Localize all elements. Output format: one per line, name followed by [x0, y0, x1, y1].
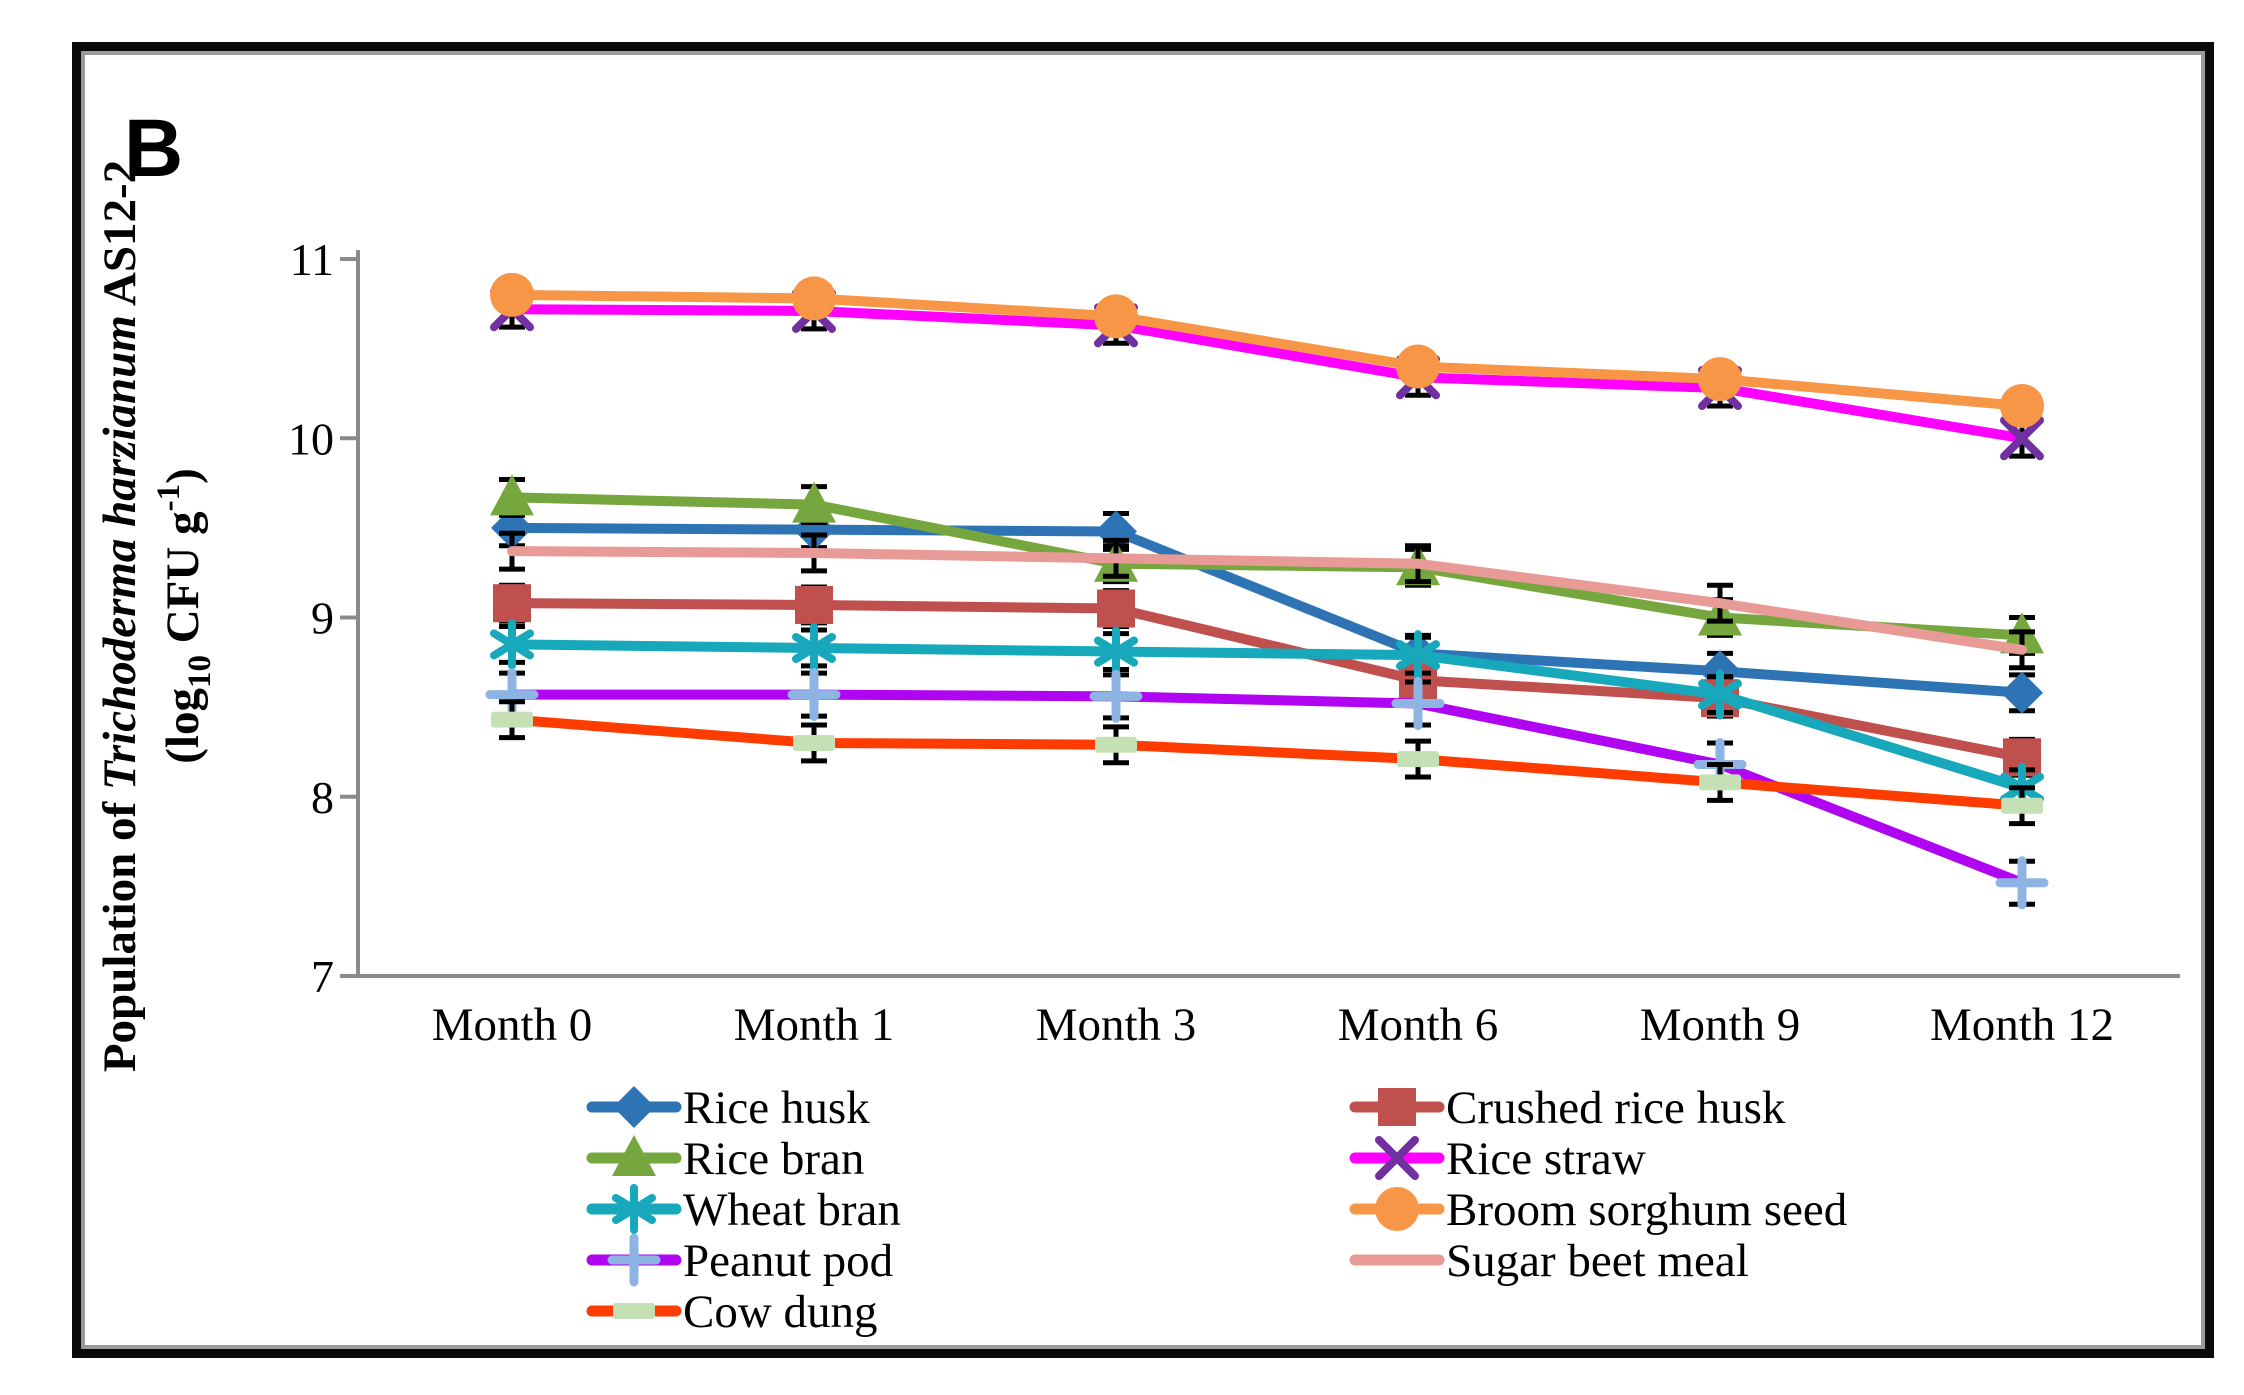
- x-tick-label: Month 12: [1930, 999, 2114, 1051]
- y-axis-unit-open: (log: [157, 688, 209, 764]
- y-tick-label: 8: [311, 772, 334, 823]
- legend-item-cow-dung: Cow dung: [586, 1286, 878, 1338]
- square-marker: [795, 585, 833, 624]
- series-line: [507, 639, 2027, 793]
- dash-marker: [1699, 774, 1741, 791]
- diamond-marker: [2001, 671, 2043, 714]
- circle-marker: [1375, 1187, 1419, 1231]
- y-axis-title-suffix: AS12-2: [94, 160, 146, 315]
- asterisk-marker: [1094, 626, 1138, 677]
- triangle-marker: [490, 474, 534, 516]
- circle-marker: [1094, 294, 1138, 339]
- plus-marker: [607, 1233, 661, 1287]
- x-tick-label: Month 9: [1640, 999, 1801, 1051]
- series-rice-husk: [491, 506, 2043, 714]
- legend-label: Rice husk: [683, 1082, 870, 1134]
- series-line: [507, 714, 2027, 811]
- triangle-marker: [612, 1135, 656, 1176]
- legend-item-wheat-bran: Wheat bran: [586, 1184, 901, 1236]
- plus-marker: [1995, 856, 2049, 910]
- y-axis-title-line1: Population of Trichoderma harzianum AS12…: [94, 160, 146, 1072]
- x-tick-label: Month 1: [734, 999, 895, 1051]
- triangle-marker: [792, 481, 836, 523]
- legend-item-peanut-pod: Peanut pod: [586, 1233, 893, 1287]
- x-tick-label: Month 3: [1036, 999, 1197, 1051]
- y-axis-unit-close: ): [157, 468, 209, 484]
- legend-item-rice-husk: Rice husk: [586, 1082, 870, 1134]
- legend-label: Rice straw: [1446, 1133, 1646, 1185]
- y-tick-label: 7: [311, 951, 334, 1002]
- series-line: [507, 289, 2027, 411]
- series-broom-sorghum-seed: [490, 272, 2044, 428]
- dash-marker: [613, 1303, 655, 1319]
- series-line: [507, 546, 2027, 655]
- dash-marker: [1095, 736, 1137, 753]
- panel-label: B: [124, 103, 183, 194]
- series-rice-straw: [490, 287, 2044, 461]
- asterisk-marker: [792, 622, 836, 673]
- y-tick-label: 9: [311, 593, 334, 644]
- y-tick-label: 10: [288, 413, 334, 464]
- legend-label: Wheat bran: [683, 1184, 901, 1236]
- legend-item-crushed-rice-husk: Crushed rice husk: [1349, 1082, 1786, 1134]
- y-axis-unit-sup: -1: [151, 484, 187, 512]
- y-tick-label: 11: [290, 234, 334, 285]
- x-marker: [2000, 416, 2044, 461]
- y-axis-unit-sub: 10: [182, 655, 218, 688]
- dash-marker: [2001, 797, 2043, 814]
- series-line: [507, 304, 2027, 444]
- series-sugar-beet-meal: [499, 530, 2035, 671]
- square-marker: [1378, 1088, 1416, 1126]
- x-marker: [1375, 1136, 1419, 1180]
- circle-marker: [792, 276, 836, 321]
- series-line: [507, 522, 2027, 698]
- legend-item-rice-straw: Rice straw: [1349, 1133, 1646, 1185]
- data-series: [485, 272, 2049, 910]
- asterisk-marker: [1396, 630, 1440, 681]
- circle-marker: [490, 272, 534, 317]
- legend-label: Peanut pod: [683, 1235, 893, 1287]
- legend-label: Cow dung: [683, 1286, 878, 1338]
- asterisk-marker: [490, 619, 534, 670]
- legend-label: Rice bran: [683, 1133, 864, 1185]
- legend-label: Broom sorghum seed: [1446, 1184, 1847, 1236]
- legend-label: Crushed rice husk: [1446, 1082, 1786, 1134]
- plus-marker: [787, 668, 841, 722]
- plus-marker: [1089, 669, 1143, 723]
- x-tick-label: Month 6: [1338, 999, 1499, 1051]
- legend-item-rice-bran: Rice bran: [586, 1133, 864, 1185]
- dash-marker: [1397, 751, 1439, 768]
- square-marker: [1097, 589, 1135, 628]
- diamond-marker: [613, 1086, 655, 1128]
- axes: 11 10 9 8 7 Month 0 Month 1 Month 3 Month 6 Month…: [288, 234, 2180, 1051]
- dash-marker: [491, 711, 533, 728]
- circle-marker: [1698, 357, 1742, 402]
- dash-marker: [793, 734, 835, 751]
- y-axis-title-species: Trichoderma harzianum: [94, 315, 146, 790]
- diamond-marker: [793, 508, 835, 551]
- legend-label: Sugar beet meal: [1446, 1235, 1749, 1287]
- y-axis-unit-mid: CFU g: [157, 511, 209, 655]
- asterisk-marker: [1698, 669, 1742, 720]
- asterisk-marker: [612, 1184, 656, 1234]
- circle-marker: [1396, 344, 1440, 389]
- series-cow-dung: [491, 699, 2043, 827]
- y-axis-title-line2: (log10 CFU g-1): [151, 468, 218, 763]
- plus-marker: [1391, 677, 1445, 731]
- legend-item-sugar-beet-meal: Sugar beet meal: [1349, 1235, 1749, 1287]
- circle-marker: [2000, 383, 2044, 428]
- y-axis-title-prefix: Population of: [94, 790, 146, 1072]
- x-tick-label: Month 0: [432, 999, 593, 1051]
- legend-item-broom-sorghum-seed: Broom sorghum seed: [1349, 1184, 1847, 1236]
- square-marker: [493, 584, 531, 623]
